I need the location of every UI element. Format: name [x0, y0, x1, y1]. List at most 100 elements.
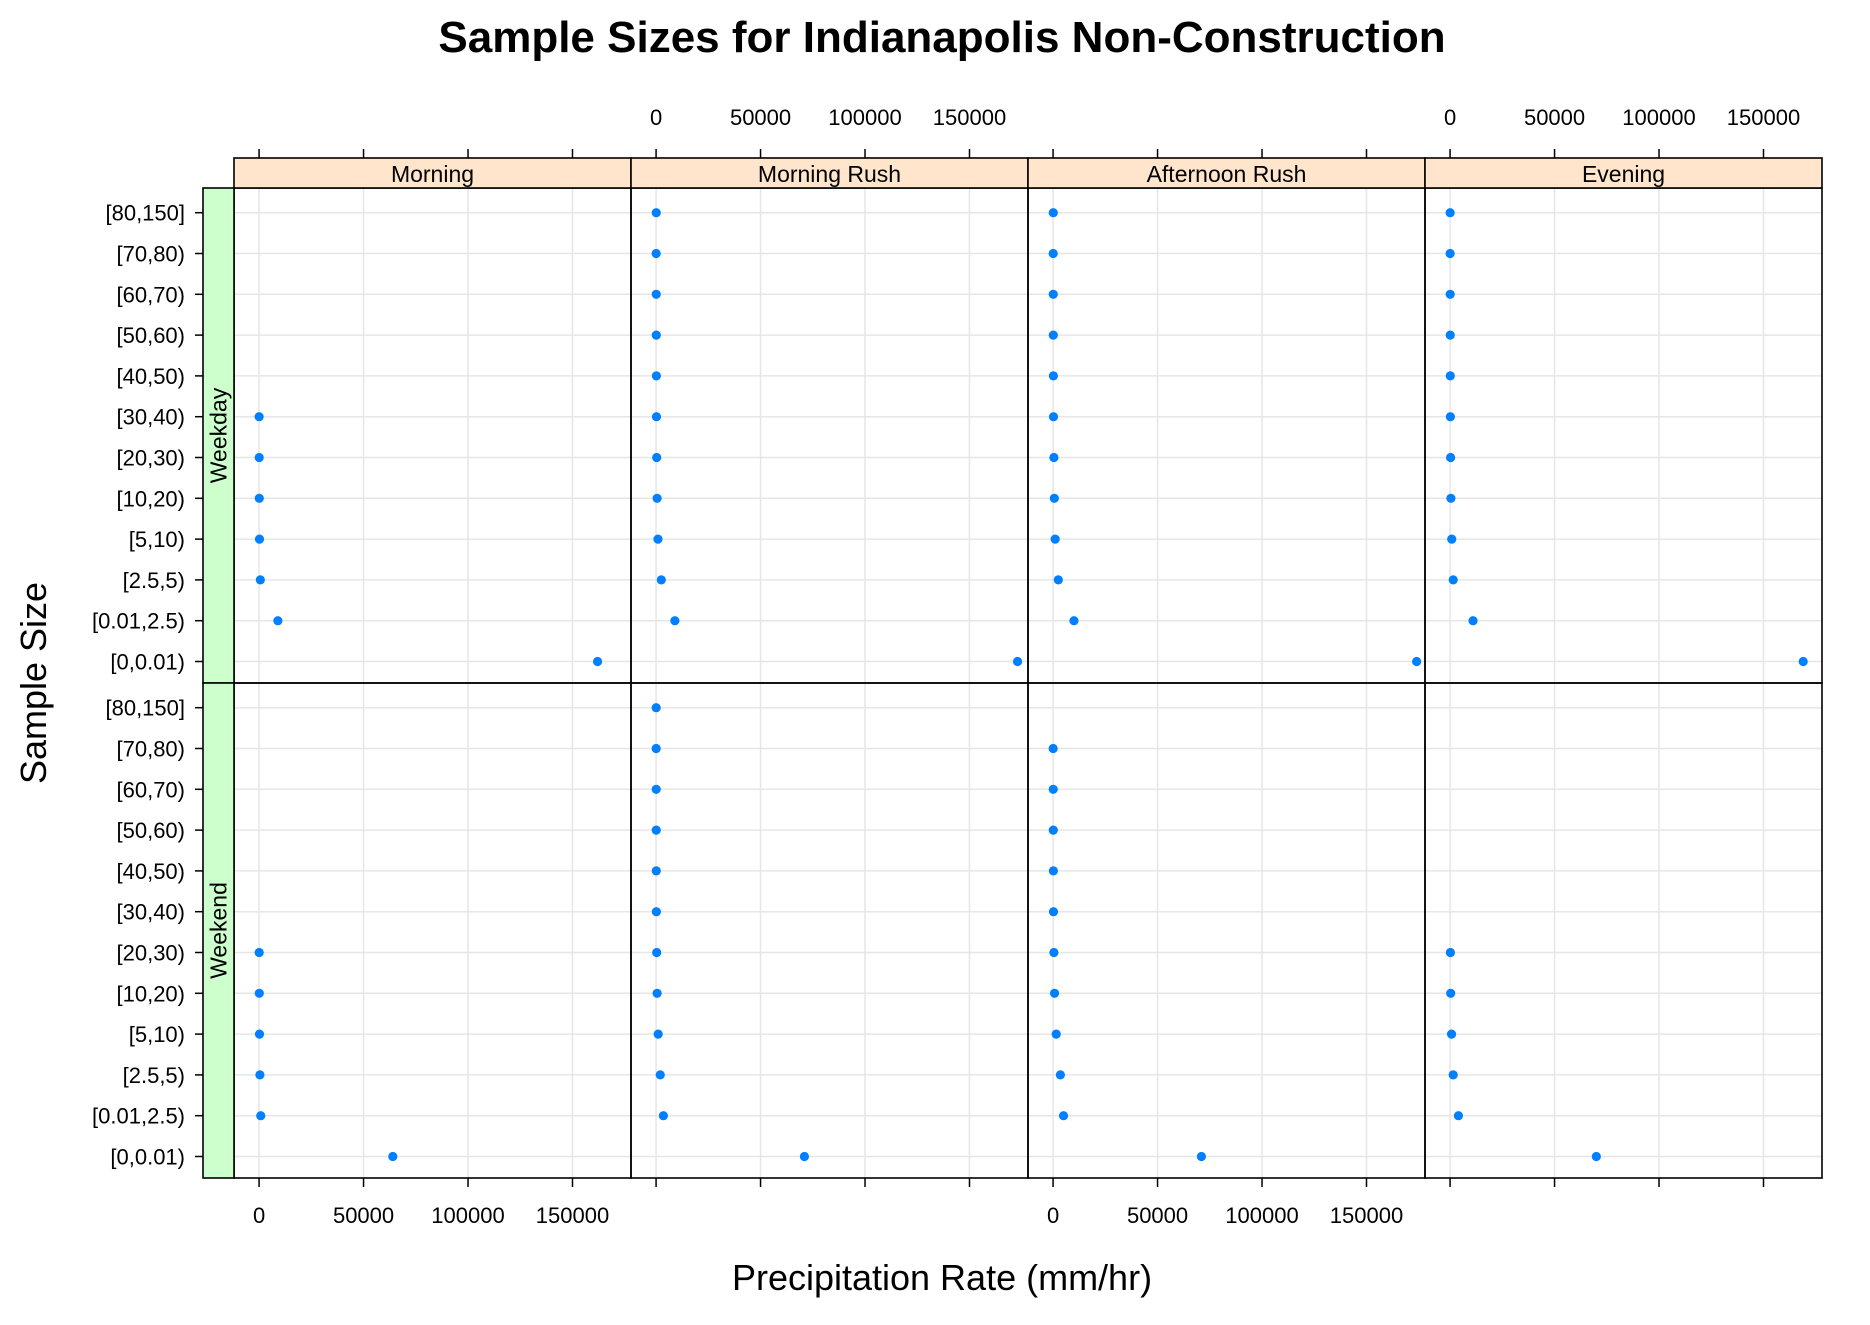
panel-background	[234, 683, 631, 1178]
x-tick-label: 150000	[1330, 1203, 1403, 1228]
y-tick-label: [20,30)	[117, 446, 186, 471]
data-point	[1446, 493, 1456, 503]
data-point	[652, 947, 662, 958]
row-strip	[202, 187, 235, 684]
x-tick-label: 50000	[1524, 105, 1585, 130]
data-point	[651, 866, 661, 876]
x-tick-label: 50000	[1127, 1203, 1188, 1228]
data-point	[1048, 866, 1058, 876]
y-tick-label: [5,10)	[129, 527, 185, 552]
data-point	[1446, 1029, 1457, 1039]
x-tick-label: 0	[253, 1203, 265, 1228]
data-point	[653, 534, 663, 544]
data-point	[254, 534, 265, 544]
data-point	[651, 208, 661, 218]
data-point	[254, 452, 264, 463]
y-tick-label: [0,0.01)	[110, 1145, 185, 1170]
data-point	[1048, 784, 1058, 794]
data-point	[658, 1111, 668, 1121]
y-tick-label: [20,30)	[117, 941, 186, 966]
data-point	[1445, 248, 1455, 259]
y-tick-label: [10,20)	[117, 486, 186, 511]
data-point	[1453, 1111, 1464, 1121]
data-point	[651, 784, 661, 794]
y-tick-label: [0.01,2.5)	[92, 1104, 185, 1129]
data-point	[651, 825, 661, 835]
x-tick-label: 0	[1444, 105, 1456, 130]
data-point	[254, 1029, 265, 1039]
column-strip	[1027, 157, 1426, 189]
y-tick-label: [70,80)	[117, 242, 186, 267]
panel-background	[631, 683, 1028, 1178]
data-point	[1412, 656, 1422, 667]
data-point	[1048, 248, 1058, 259]
data-point	[1468, 616, 1478, 626]
data-point	[1445, 208, 1455, 218]
data-point	[655, 1070, 665, 1080]
data-point	[1048, 208, 1058, 218]
data-point	[254, 412, 264, 422]
data-point	[1049, 452, 1059, 463]
data-point	[651, 371, 661, 381]
data-point	[1048, 371, 1058, 381]
y-tick-label: [80,150]	[105, 696, 185, 721]
x-tick-label: 150000	[536, 1203, 609, 1228]
y-tick-label: [50,60)	[117, 818, 186, 843]
column-strip-label: Morning Rush	[758, 161, 901, 187]
data-point	[273, 616, 283, 626]
data-point	[652, 988, 662, 998]
y-tick-label: [30,40)	[117, 405, 186, 430]
data-point	[652, 452, 662, 463]
row-strip-label: Weekend	[206, 882, 232, 979]
y-tick-label: [50,60)	[117, 323, 186, 348]
data-point	[1445, 330, 1455, 340]
y-tick-label: [60,70)	[117, 777, 186, 802]
y-tick-label: [40,50)	[117, 364, 186, 389]
data-point	[1445, 289, 1455, 299]
panel-background	[234, 188, 631, 683]
data-point	[651, 907, 661, 917]
data-point	[1053, 575, 1063, 585]
data-point	[255, 575, 265, 585]
data-point	[254, 947, 264, 958]
y-tick-label: [2.5,5)	[123, 1063, 185, 1088]
y-axis-title: Sample Size	[13, 582, 54, 784]
data-point	[1012, 656, 1023, 667]
data-point	[1446, 988, 1456, 998]
y-tick-label: [80,150]	[105, 201, 185, 226]
data-point	[254, 988, 264, 998]
column-strip	[1424, 157, 1823, 189]
x-axis-title: Precipitation Rate (mm/hr)	[732, 1257, 1152, 1298]
data-point	[1058, 1111, 1069, 1121]
data-point	[1049, 947, 1059, 958]
panel-background	[631, 188, 1028, 683]
column-strip	[630, 157, 1029, 189]
data-point	[1055, 1070, 1065, 1080]
panel-background	[1425, 188, 1822, 683]
x-tick-label: 0	[650, 105, 662, 130]
data-point	[1048, 825, 1058, 835]
data-point	[1196, 1151, 1207, 1162]
y-tick-label: [2.5,5)	[123, 568, 185, 593]
panel-border	[1424, 682, 1823, 1179]
data-point	[1445, 371, 1455, 381]
data-point	[1049, 988, 1060, 998]
data-point	[1051, 1029, 1061, 1039]
data-point	[1050, 534, 1060, 544]
y-tick-label: [40,50)	[117, 859, 186, 884]
y-tick-label: [5,10)	[129, 1022, 185, 1047]
chart-title: Sample Sizes for Indianapolis Non-Constr…	[438, 13, 1445, 62]
data-point	[1448, 1070, 1458, 1080]
data-point	[1048, 330, 1058, 340]
data-point	[652, 493, 662, 503]
y-tick-label: [0,0.01)	[110, 650, 185, 675]
panel-background	[1028, 683, 1425, 1178]
panels-layer: Morning Morning Rush Afternoon Rush Evening…	[92, 105, 1823, 1228]
x-tick-label: 50000	[333, 1203, 394, 1228]
y-tick-label: [10,20)	[117, 981, 186, 1006]
data-point	[656, 575, 666, 585]
data-point	[388, 1151, 398, 1162]
data-point	[651, 703, 661, 713]
